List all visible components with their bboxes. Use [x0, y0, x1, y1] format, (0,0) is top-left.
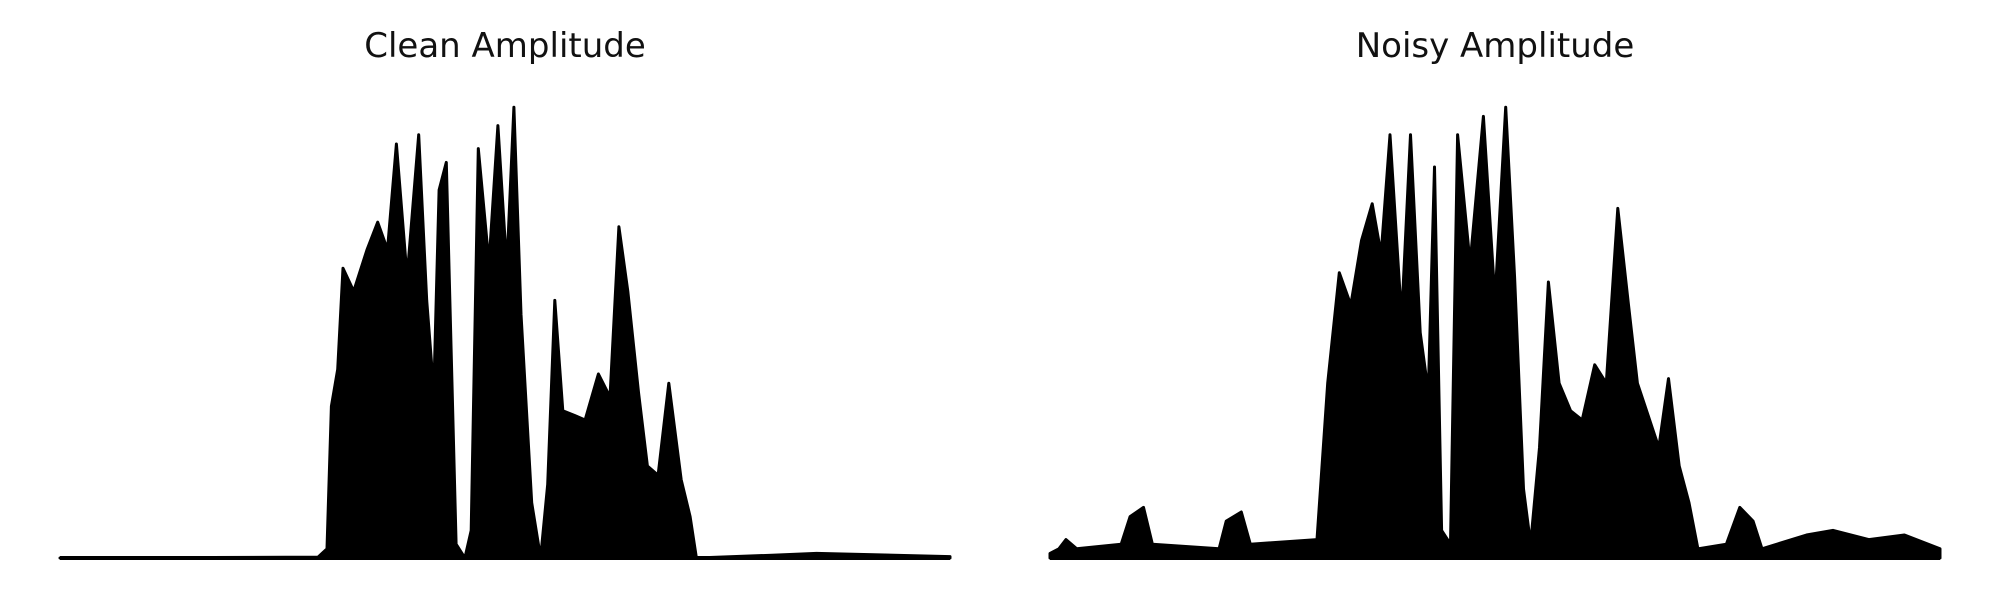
clean-amplitude-panel: Clean Amplitude: [58, 0, 952, 600]
noisy-amplitude-panel: Noisy Amplitude: [1048, 0, 1942, 600]
amplitude-envelope-area: [1048, 105, 1942, 560]
clean-amplitude-plot: [58, 105, 952, 560]
noisy-amplitude-title: Noisy Amplitude: [1355, 26, 1635, 66]
noisy-amplitude-plot: [1048, 105, 1942, 560]
amplitude-envelope-area: [58, 105, 952, 560]
clean-amplitude-title: Clean Amplitude: [364, 26, 646, 66]
